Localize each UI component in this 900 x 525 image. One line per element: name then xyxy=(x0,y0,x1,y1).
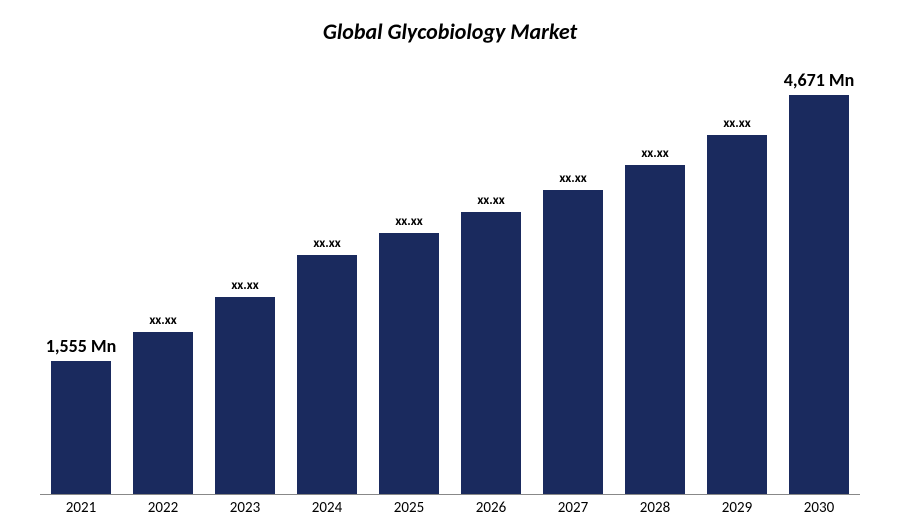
bar-slot: xx.xx xyxy=(286,75,368,494)
bar: xx.xx xyxy=(133,332,192,494)
x-axis: 2021202220232024202520262027202820292030 xyxy=(40,495,860,525)
x-tick-label: 2022 xyxy=(122,495,204,517)
x-tick-label: 2026 xyxy=(450,495,532,517)
bar-slot: xx.xx xyxy=(614,75,696,494)
bar-slot: xx.xx xyxy=(204,75,286,494)
bar-value-label: xx.xx xyxy=(641,146,668,165)
bar-value-label: 4,671 Mn xyxy=(784,69,855,95)
bar-value-label: xx.xx xyxy=(559,171,586,190)
bar-value-label: 1,555 Mn xyxy=(46,335,117,361)
bar-slot: xx.xx xyxy=(696,75,778,494)
bar: xx.xx xyxy=(379,233,438,494)
bar-slot: 1,555 Mn xyxy=(40,75,122,494)
x-tick-label: 2029 xyxy=(696,495,778,517)
x-tick-label: 2024 xyxy=(286,495,368,517)
bar-value-label: xx.xx xyxy=(723,116,750,135)
chart-title: Global Glycobiology Market xyxy=(0,0,900,55)
bar-value-label: xx.xx xyxy=(313,236,340,255)
bar-value-label: xx.xx xyxy=(477,193,504,212)
bar-slot: xx.xx xyxy=(450,75,532,494)
bar: xx.xx xyxy=(297,255,356,494)
x-tick-label: 2025 xyxy=(368,495,450,517)
x-tick-label: 2030 xyxy=(778,495,860,517)
x-tick-label: 2023 xyxy=(204,495,286,517)
bar-slot: xx.xx xyxy=(368,75,450,494)
x-tick-label: 2021 xyxy=(40,495,122,517)
x-tick-label: 2027 xyxy=(532,495,614,517)
bar-value-label: xx.xx xyxy=(231,278,258,297)
chart-container: Global Glycobiology Market 1,555 Mn xx.xx… xyxy=(0,0,900,525)
x-tick-label: 2028 xyxy=(614,495,696,517)
bar: xx.xx xyxy=(461,212,520,494)
bar: xx.xx xyxy=(707,135,766,494)
plot-area: 1,555 Mnxx.xxxx.xxxx.xxxx.xxxx.xxxx.xxxx… xyxy=(40,55,860,525)
bar: xx.xx xyxy=(543,190,602,494)
bar-slot: xx.xx xyxy=(532,75,614,494)
bar: xx.xx xyxy=(625,165,684,494)
bar-slot: 4,671 Mn xyxy=(778,75,860,494)
bar: 1,555 Mn xyxy=(51,361,110,494)
bar-value-label: xx.xx xyxy=(395,214,422,233)
bar-slot: xx.xx xyxy=(122,75,204,494)
bar: 4,671 Mn xyxy=(789,95,848,494)
bar: xx.xx xyxy=(215,297,274,494)
bars-group: 1,555 Mnxx.xxxx.xxxx.xxxx.xxxx.xxxx.xxxx… xyxy=(40,75,860,495)
bar-value-label: xx.xx xyxy=(149,313,176,332)
